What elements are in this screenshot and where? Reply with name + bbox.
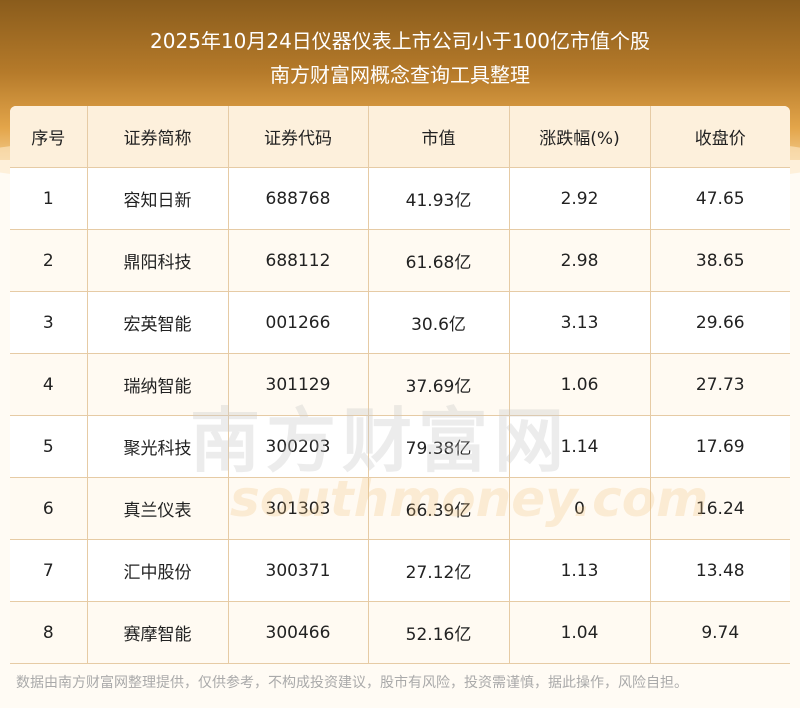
- table-cell: 真兰仪表: [86, 477, 229, 540]
- table-cell: 3.13: [508, 291, 651, 354]
- table-cell: 宏英智能: [86, 291, 229, 354]
- table-cell: 7: [10, 539, 88, 602]
- table-cell: 301303: [227, 477, 369, 540]
- column-header: 收盘价: [649, 106, 790, 168]
- table-cell: 5: [10, 415, 88, 478]
- table-cell: 1.14: [508, 415, 651, 478]
- column-header: 市值: [367, 106, 510, 168]
- table-cell: 17.69: [649, 415, 790, 478]
- disclaimer: 数据由南方财富网整理提供，仅供参考，不构成投资建议，股市有风险，投资需谨慎，据此…: [16, 675, 688, 691]
- table-cell: 赛摩智能: [86, 601, 229, 664]
- table-cell: 001266: [227, 291, 369, 354]
- table-cell: 16.24: [649, 477, 790, 540]
- table-cell: 41.93亿: [367, 167, 510, 230]
- table-cell: 3: [10, 291, 88, 354]
- table-cell: 容知日新: [86, 167, 229, 230]
- table-row: 8 赛摩智能 300466 52.16亿 1.04 9.74: [10, 601, 790, 664]
- table-row: 4 瑞纳智能 301129 37.69亿 1.06 27.73: [10, 353, 790, 416]
- table-cell: 66.39亿: [367, 477, 510, 540]
- table-cell: 瑞纳智能: [86, 353, 229, 416]
- table-cell: 汇中股份: [86, 539, 229, 602]
- column-header: 涨跌幅(%): [508, 106, 651, 168]
- table-cell: 2: [10, 229, 88, 292]
- table-cell: 27.12亿: [367, 539, 510, 602]
- table-cell: 0: [508, 477, 651, 540]
- table-cell: 52.16亿: [367, 601, 510, 664]
- page-subtitle: 南方财富网概念查询工具整理: [270, 63, 530, 87]
- table-cell: 37.69亿: [367, 353, 510, 416]
- table-cell: 79.38亿: [367, 415, 510, 478]
- table-row: 6 真兰仪表 301303 66.39亿 0 16.24: [10, 477, 790, 540]
- table-cell: 9.74: [649, 601, 790, 664]
- table-row: 3 宏英智能 001266 30.6亿 3.13 29.66: [10, 291, 790, 354]
- table-cell: 1: [10, 167, 88, 230]
- table-cell: 30.6亿: [367, 291, 510, 354]
- table-cell: 1.06: [508, 353, 651, 416]
- table-cell: 688768: [227, 167, 369, 230]
- table-cell: 鼎阳科技: [86, 229, 229, 292]
- table-cell: 688112: [227, 229, 369, 292]
- table-cell: 1.04: [508, 601, 651, 664]
- table-cell: 1.13: [508, 539, 651, 602]
- table-cell: 6: [10, 477, 88, 540]
- table-cell: 300466: [227, 601, 369, 664]
- table-row: 7 汇中股份 300371 27.12亿 1.13 13.48: [10, 539, 790, 602]
- table-cell: 聚光科技: [86, 415, 229, 478]
- column-header: 证券简称: [86, 106, 229, 168]
- table-row: 5 聚光科技 300203 79.38亿 1.14 17.69: [10, 415, 790, 478]
- page-title: 2025年10月24日仪器仪表上市公司小于100亿市值个股: [150, 29, 650, 53]
- column-header: 序号: [10, 106, 88, 168]
- table-cell: 61.68亿: [367, 229, 510, 292]
- table-cell: 13.48: [649, 539, 790, 602]
- table-cell: 300203: [227, 415, 369, 478]
- table-row: 1 容知日新 688768 41.93亿 2.92 47.65: [10, 167, 790, 230]
- table-cell: 47.65: [649, 167, 790, 230]
- table-cell: 8: [10, 601, 88, 664]
- table-cell: 301129: [227, 353, 369, 416]
- table-row: 2 鼎阳科技 688112 61.68亿 2.98 38.65: [10, 229, 790, 292]
- table-cell: 29.66: [649, 291, 790, 354]
- table-cell: 27.73: [649, 353, 790, 416]
- table-cell: 2.92: [508, 167, 651, 230]
- table-cell: 38.65: [649, 229, 790, 292]
- stock-table-card: 序号 证券简称 证券代码 市值 涨跌幅(%) 收盘价 1 容知日新 688768 41.93亿 2…: [10, 106, 790, 664]
- table-cell: 300371: [227, 539, 369, 602]
- table-cell: 4: [10, 353, 88, 416]
- stock-table: 序号 证券简称 证券代码 市值 涨跌幅(%) 收盘价 1 容知日新 688768 41.93亿 2…: [10, 106, 790, 664]
- table-cell: 2.98: [508, 229, 651, 292]
- table-header-row: 序号 证券简称 证券代码 市值 涨跌幅(%) 收盘价: [10, 106, 790, 168]
- column-header: 证券代码: [227, 106, 369, 168]
